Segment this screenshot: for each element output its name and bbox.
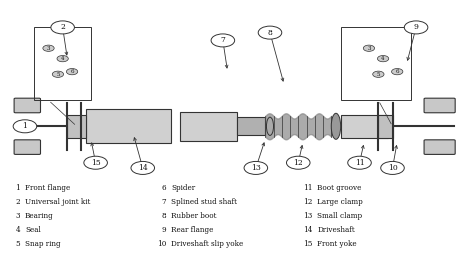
- Text: 8: 8: [162, 212, 166, 220]
- Text: 1: 1: [16, 184, 20, 191]
- FancyBboxPatch shape: [237, 117, 265, 135]
- Text: Front flange: Front flange: [25, 184, 70, 191]
- Text: Driveshaft: Driveshaft: [317, 226, 355, 234]
- Text: 9: 9: [414, 23, 419, 31]
- Text: 5: 5: [377, 72, 380, 77]
- Text: 6: 6: [70, 69, 74, 74]
- Text: Universal joint kit: Universal joint kit: [25, 198, 91, 206]
- FancyBboxPatch shape: [378, 115, 392, 138]
- Circle shape: [52, 71, 64, 77]
- Text: 11: 11: [303, 184, 312, 191]
- Circle shape: [57, 55, 68, 62]
- FancyBboxPatch shape: [424, 140, 455, 154]
- Text: Seal: Seal: [25, 226, 41, 234]
- Text: 6: 6: [162, 184, 166, 191]
- Text: 14: 14: [138, 164, 147, 172]
- Text: 7: 7: [220, 36, 225, 44]
- Text: Driveshaft slip yoke: Driveshaft slip yoke: [171, 240, 243, 248]
- Circle shape: [84, 156, 108, 169]
- Text: 10: 10: [157, 240, 166, 248]
- Circle shape: [377, 55, 389, 62]
- Text: 3: 3: [367, 46, 371, 51]
- Text: Bearing: Bearing: [25, 212, 54, 220]
- Text: 11: 11: [355, 159, 365, 167]
- Text: Splined stud shaft: Splined stud shaft: [171, 198, 237, 206]
- Circle shape: [381, 161, 404, 174]
- Ellipse shape: [266, 117, 273, 135]
- Text: 7: 7: [162, 198, 166, 206]
- Text: 5: 5: [16, 240, 20, 248]
- Circle shape: [43, 45, 54, 51]
- Circle shape: [286, 156, 310, 169]
- Circle shape: [51, 21, 74, 34]
- Text: 5: 5: [56, 72, 60, 77]
- FancyBboxPatch shape: [424, 98, 455, 113]
- Text: 14: 14: [303, 226, 312, 234]
- Circle shape: [373, 71, 384, 77]
- Circle shape: [348, 156, 371, 169]
- Circle shape: [13, 120, 36, 133]
- Circle shape: [66, 69, 78, 75]
- Text: Large clamp: Large clamp: [317, 198, 363, 206]
- FancyBboxPatch shape: [181, 112, 237, 141]
- Text: Spider: Spider: [171, 184, 195, 191]
- Text: 3: 3: [16, 212, 20, 220]
- Text: 2: 2: [60, 23, 65, 31]
- FancyBboxPatch shape: [86, 109, 171, 143]
- Text: 12: 12: [293, 159, 303, 167]
- Text: 4: 4: [16, 226, 20, 234]
- Text: Boot groove: Boot groove: [317, 184, 362, 191]
- Text: 6: 6: [395, 69, 399, 74]
- Text: Rear flange: Rear flange: [171, 226, 213, 234]
- Text: 3: 3: [47, 46, 50, 51]
- Circle shape: [392, 69, 403, 75]
- FancyBboxPatch shape: [67, 115, 86, 138]
- Circle shape: [211, 34, 235, 47]
- Text: 13: 13: [251, 164, 261, 172]
- Circle shape: [363, 45, 374, 51]
- FancyBboxPatch shape: [341, 115, 388, 138]
- Text: 15: 15: [303, 240, 312, 248]
- Text: 1: 1: [22, 122, 27, 130]
- Circle shape: [131, 161, 155, 174]
- Text: 10: 10: [388, 164, 397, 172]
- Text: 4: 4: [61, 56, 64, 61]
- Text: Small clamp: Small clamp: [317, 212, 362, 220]
- Text: 8: 8: [267, 29, 273, 37]
- Circle shape: [258, 26, 282, 39]
- Text: 12: 12: [303, 198, 312, 206]
- Ellipse shape: [331, 113, 341, 139]
- Text: 15: 15: [91, 159, 100, 167]
- Text: Rubber boot: Rubber boot: [171, 212, 217, 220]
- FancyBboxPatch shape: [14, 98, 40, 113]
- Text: Snap ring: Snap ring: [25, 240, 61, 248]
- Text: 4: 4: [381, 56, 385, 61]
- Circle shape: [244, 161, 268, 174]
- Circle shape: [404, 21, 428, 34]
- Text: 13: 13: [303, 212, 312, 220]
- Text: Front yoke: Front yoke: [317, 240, 357, 248]
- FancyBboxPatch shape: [14, 140, 40, 154]
- Text: 9: 9: [162, 226, 166, 234]
- Text: 2: 2: [16, 198, 20, 206]
